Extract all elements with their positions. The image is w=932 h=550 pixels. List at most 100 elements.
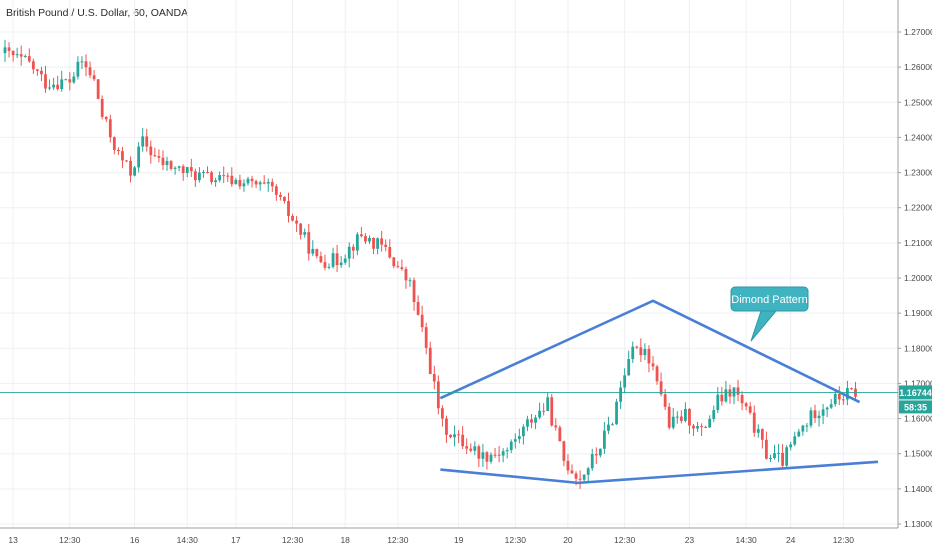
candle-body <box>756 429 760 433</box>
candle-body <box>108 119 112 138</box>
candle <box>837 386 841 406</box>
candle-body <box>15 54 19 56</box>
candle-body <box>64 79 68 81</box>
candle <box>11 50 15 62</box>
candle <box>538 402 541 420</box>
y-tick-label: 1.13000 <box>904 519 932 529</box>
x-tick-label: 12:30 <box>282 535 304 545</box>
candle-body <box>777 452 780 454</box>
candle <box>696 421 699 432</box>
candle <box>473 441 477 456</box>
price-axis[interactable]: 1.27000 1.26000 1.25000 1.24000 1.23000 1.220… <box>897 0 932 529</box>
candle <box>274 184 278 201</box>
candle-body <box>441 408 444 419</box>
candle <box>428 341 432 375</box>
candle-body <box>372 237 375 249</box>
candle <box>27 48 31 63</box>
candle-body <box>769 457 772 459</box>
candle-body <box>384 244 388 248</box>
candle-body <box>416 302 420 315</box>
candle-body <box>60 79 64 90</box>
candle <box>469 443 473 453</box>
candle-body <box>250 178 254 182</box>
candle <box>88 61 92 79</box>
candle-body <box>667 406 671 428</box>
candle <box>299 222 303 240</box>
time-axis[interactable]: 13 12:30 16 14:30 17 12:30 18 12:30 19 12:30 20 12:… <box>0 527 898 545</box>
candle <box>688 408 691 434</box>
candle-body <box>266 182 270 184</box>
candle-body <box>335 253 339 266</box>
candle <box>279 191 282 201</box>
candle-body <box>404 269 408 281</box>
candle <box>133 166 136 177</box>
candle <box>550 394 554 427</box>
candle <box>412 277 416 311</box>
candle <box>214 177 217 187</box>
candle <box>246 176 250 186</box>
candle-body <box>639 347 643 356</box>
candle <box>400 259 404 271</box>
candle-body <box>193 171 197 181</box>
candle <box>777 443 780 463</box>
candle <box>846 380 849 406</box>
candle-body <box>671 416 675 428</box>
y-tick-label: 1.22000 <box>904 203 932 213</box>
candle-body <box>724 389 728 402</box>
candle-body <box>56 84 60 90</box>
candle-body <box>752 412 756 433</box>
callout-text: Dimond Pattern <box>731 294 807 306</box>
candle <box>311 240 315 257</box>
candle-body <box>846 388 849 400</box>
candle-body <box>323 262 327 268</box>
candle <box>84 54 88 77</box>
candle <box>558 425 562 442</box>
candle <box>96 79 100 100</box>
candle <box>712 405 716 422</box>
candle-body <box>809 410 813 426</box>
candle <box>222 166 226 183</box>
candle-body <box>643 348 647 356</box>
y-tick-label: 1.15000 <box>904 449 932 459</box>
candle-body <box>364 236 367 242</box>
candle-body <box>825 407 829 410</box>
candle <box>44 66 47 93</box>
candle-body <box>145 136 149 147</box>
candle <box>497 445 501 463</box>
candle <box>165 156 169 171</box>
current-price-tag <box>899 385 932 400</box>
candle <box>793 431 797 447</box>
candle <box>517 428 521 444</box>
candle <box>343 254 347 265</box>
candle-body <box>578 478 582 480</box>
y-tick-label: 1.14000 <box>904 484 932 494</box>
candle <box>457 430 460 444</box>
candle-body <box>712 410 716 419</box>
candle-body <box>319 256 323 263</box>
candle-body <box>222 175 226 177</box>
candle-body <box>137 146 141 168</box>
candle <box>307 224 311 261</box>
candle <box>347 242 351 268</box>
candle-body <box>92 75 96 80</box>
candle <box>732 387 736 405</box>
candle <box>675 411 679 424</box>
candle <box>384 239 388 252</box>
candle <box>388 239 392 259</box>
candle <box>56 75 60 91</box>
candle-body <box>684 408 687 421</box>
x-tick-label: 23 <box>685 535 695 545</box>
candle-body <box>40 70 43 75</box>
candle-body <box>27 56 31 62</box>
diamond-lower-line <box>440 460 879 485</box>
candle <box>582 474 586 482</box>
candle-body <box>392 257 396 267</box>
candle-body <box>380 238 384 245</box>
candle-body <box>461 434 465 447</box>
y-tick-label: 1.20000 <box>904 273 932 283</box>
candle <box>92 70 96 81</box>
candle-body <box>530 419 533 423</box>
candle-body <box>44 74 47 89</box>
candle <box>647 345 651 373</box>
